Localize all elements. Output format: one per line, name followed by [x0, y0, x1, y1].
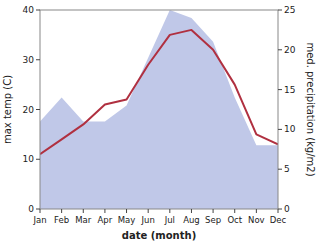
y2-axis-label: med. precipitation (kg/m2): [305, 42, 316, 176]
y-tick-label: 30: [23, 55, 35, 65]
x-tick: [83, 209, 84, 213]
x-tick-label: Jan: [32, 215, 46, 225]
y2-tick: [278, 89, 282, 90]
y2-tick-label: 5: [284, 164, 290, 174]
y-tick-label: 0: [28, 204, 34, 214]
x-tick: [61, 209, 62, 213]
temperature-line: [40, 30, 278, 154]
y2-tick-label: 15: [284, 85, 295, 95]
y-axis-label: max temp (C): [2, 75, 13, 144]
y2-tick-label: 25: [284, 5, 295, 15]
x-tick-label: Nov: [248, 215, 265, 225]
y-tick-label: 20: [23, 105, 35, 115]
x-tick-label: Dec: [270, 215, 287, 225]
x-tick: [148, 209, 149, 213]
x-tick-label: Sep: [205, 215, 221, 225]
x-tick-label: Oct: [227, 215, 242, 225]
x-tick-label: May: [118, 215, 136, 225]
precipitation-area: [40, 10, 278, 209]
x-tick: [234, 209, 235, 213]
x-tick: [213, 209, 214, 213]
y-tick: [36, 10, 40, 11]
x-tick: [126, 209, 127, 213]
y-tick: [36, 159, 40, 160]
x-tick: [191, 209, 192, 213]
y-tick: [36, 109, 40, 110]
x-axis-label: date (month): [122, 230, 196, 241]
x-tick: [104, 209, 105, 213]
y-tick-label: 40: [23, 5, 35, 15]
x-tick-label: Apr: [98, 215, 113, 225]
background: [0, 0, 318, 247]
y2-tick-label: 20: [284, 45, 296, 55]
x-tick: [40, 209, 41, 213]
y2-tick: [278, 49, 282, 50]
x-tick: [278, 209, 279, 213]
x-tick-label: Jul: [164, 215, 175, 225]
x-tick-label: Mar: [75, 215, 92, 225]
y2-tick: [278, 209, 282, 210]
x-tick-label: Jun: [141, 215, 155, 225]
y-tick-label: 10: [23, 154, 35, 164]
marks: [40, 10, 278, 209]
y2-tick: [278, 10, 282, 11]
y2-tick-label: 10: [284, 124, 296, 134]
x-tick: [256, 209, 257, 213]
y-tick: [36, 209, 40, 210]
y2-tick: [278, 129, 282, 130]
x-tick-label: Aug: [183, 215, 200, 225]
y-tick: [36, 59, 40, 60]
y2-tick: [278, 169, 282, 170]
plot-frame: [40, 10, 278, 209]
x-tick: [169, 209, 170, 213]
x-tick-label: Feb: [54, 215, 69, 225]
chart: JanFebMarAprMayJunJulAugSepOctNovDec0102…: [0, 0, 318, 247]
y2-tick-label: 0: [284, 204, 290, 214]
